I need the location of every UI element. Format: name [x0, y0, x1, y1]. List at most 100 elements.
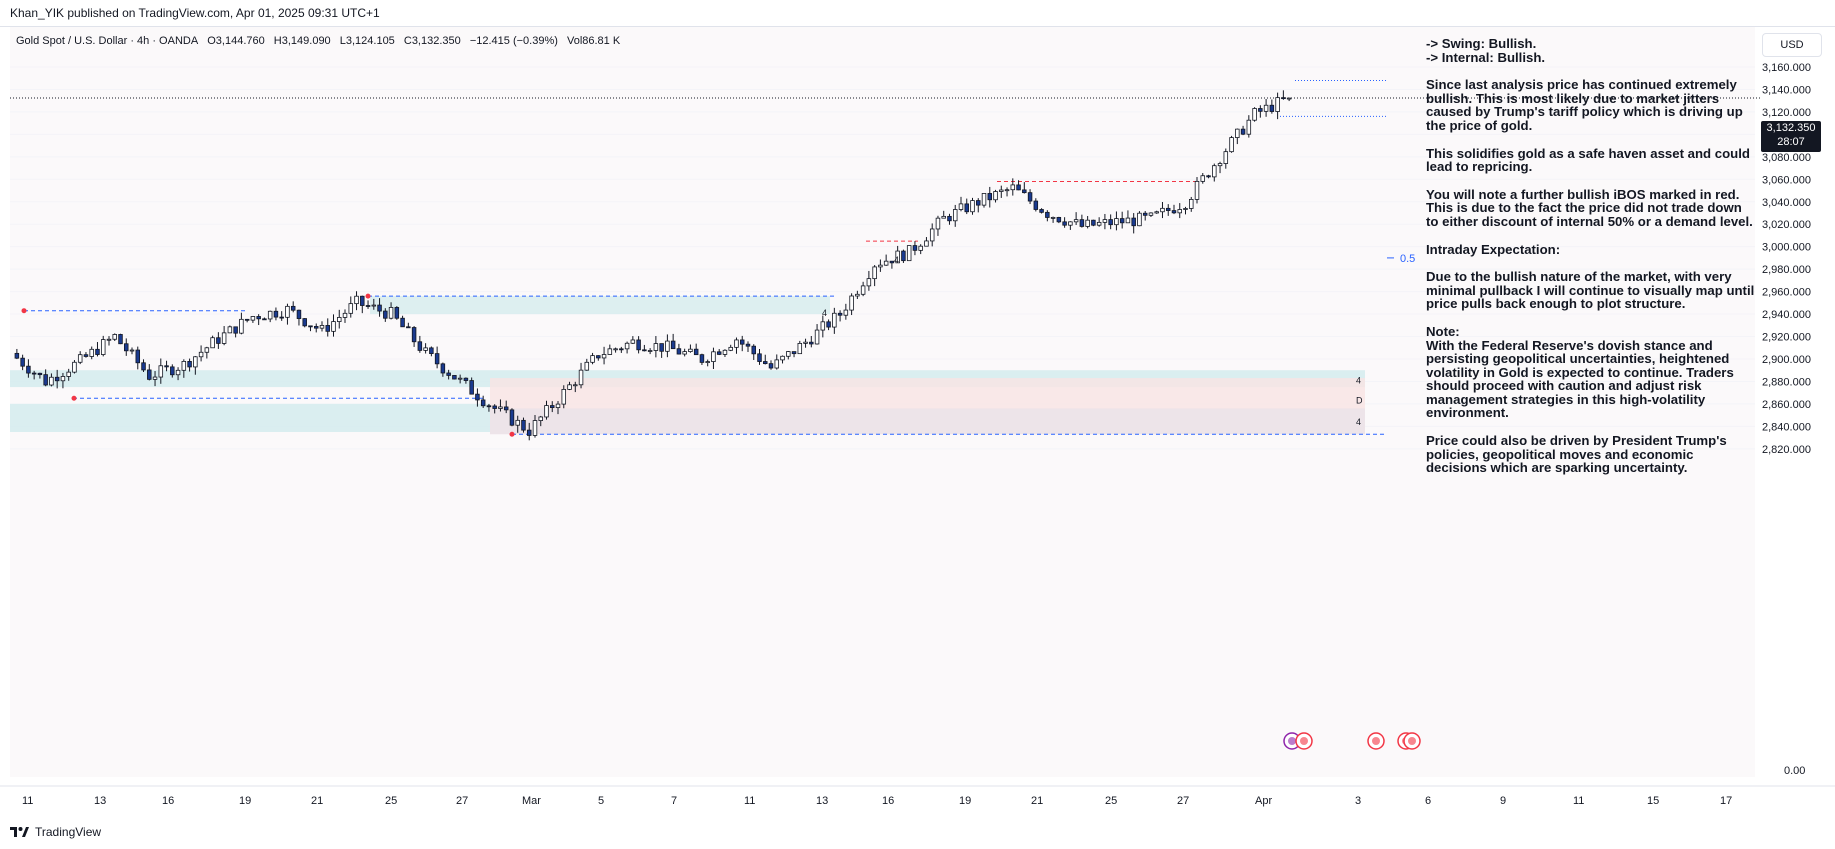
bull-candle	[1200, 175, 1206, 182]
bull-candle	[1154, 211, 1159, 214]
pivot-dot	[365, 293, 371, 299]
bull-candle	[227, 326, 233, 334]
bull-candle	[331, 321, 336, 332]
time-tick-label: 25	[1105, 795, 1117, 807]
price-axis[interactable]: 3,160.0003,140.0003,120.0003,100.0003,08…	[1762, 62, 1811, 777]
bull-candle	[918, 245, 923, 251]
bull-candle	[843, 309, 849, 316]
bear-candle	[452, 375, 457, 380]
bear-candle	[1258, 108, 1263, 112]
annotation-paragraph-6: With the Federal Reserve's dovish stance…	[1426, 337, 1734, 421]
bear-candle	[54, 376, 60, 382]
bear-candle	[486, 405, 492, 408]
bull-candle	[388, 307, 394, 319]
bull-candle	[221, 332, 227, 344]
time-axis[interactable]: 11 13 16 19 21 25 27 Mar 5 7 11 13 16 19 21 25 27 Apr 3 6 9 1…	[0, 785, 1835, 807]
symbol-name[interactable]: Gold Spot / U.S. Dollar · 4h · OANDA	[16, 35, 199, 47]
bull-candle	[158, 365, 164, 378]
bull-candle	[653, 343, 659, 351]
bull-candle	[544, 405, 549, 418]
pivot-dot	[71, 395, 77, 401]
bear-candle	[1240, 128, 1246, 135]
bear-candle	[383, 310, 388, 319]
bull-candle	[705, 361, 710, 363]
legend-close: C3,132.350	[403, 35, 461, 47]
bear-candle	[325, 325, 330, 332]
internal-bias: -> Internal: Bullish.	[1426, 49, 1546, 65]
bull-candle	[590, 355, 595, 363]
bull-candle	[1148, 212, 1154, 216]
bull-candle	[1217, 163, 1223, 167]
bull-candle	[175, 369, 181, 376]
bear-candle	[619, 348, 624, 351]
chart-canvas[interactable]: 3,160.0003,140.0003,120.0003,100.0003,08…	[0, 27, 1835, 849]
bear-candle	[262, 318, 267, 321]
zones	[10, 296, 1365, 435]
bull-candle	[106, 338, 112, 341]
bull-candle	[561, 388, 567, 405]
discount-zone-inner	[490, 408, 1365, 435]
bear-candle	[751, 345, 756, 355]
bear-candle	[659, 343, 664, 352]
structure-lines	[10, 79, 1760, 437]
pivot-dot	[509, 431, 515, 437]
bull-candle	[198, 351, 204, 358]
bull-candle	[1085, 219, 1090, 227]
price-tick-label: 3,000.000	[1762, 242, 1811, 254]
bull-candle	[688, 348, 693, 353]
bull-candle	[1183, 208, 1188, 210]
bull-candle	[860, 285, 866, 295]
bull-candle	[584, 361, 590, 371]
legend-volume: Vol86.81 K	[566, 35, 621, 47]
price-tick-label: 3,140.000	[1762, 84, 1811, 96]
bear-candle	[763, 361, 768, 365]
bear-candle	[1131, 217, 1136, 227]
bull-candle	[1004, 189, 1010, 192]
bear-candle	[550, 405, 555, 409]
bear-candle	[889, 260, 895, 264]
attribution-bar: Khan_YIK published on TradingView.com, A…	[0, 0, 1835, 27]
price-tick-label: 2,880.000	[1762, 376, 1811, 388]
price-tick-label: 3,080.000	[1762, 152, 1811, 164]
price-tick-label: 3,020.000	[1762, 219, 1811, 231]
pivot-dot	[21, 308, 27, 314]
bull-candle	[601, 354, 607, 359]
bear-candle	[1269, 104, 1275, 112]
price-tick-label: 2,960.000	[1762, 287, 1811, 299]
bear-candle	[187, 360, 192, 368]
bear-candle	[469, 380, 474, 395]
bull-candle	[337, 317, 342, 322]
bull-candle	[89, 348, 94, 357]
bear-candle	[164, 365, 169, 368]
bear-candle	[1016, 184, 1021, 191]
bull-candle	[630, 339, 636, 344]
economic-event-flag-icon	[1288, 737, 1296, 745]
currency-button[interactable]: USD	[1762, 33, 1822, 57]
bear-candle	[1027, 192, 1033, 202]
bear-candle	[118, 334, 123, 345]
time-tick-label: Mar	[522, 795, 541, 807]
economic-event-flag-icon	[1408, 737, 1416, 745]
bull-candle	[883, 260, 889, 266]
legend-change: −12.415 (−0.39%)	[469, 35, 558, 47]
bear-candle	[475, 393, 480, 401]
bull-candle	[941, 215, 946, 219]
time-tick-label: 27	[456, 795, 468, 807]
bear-candle	[670, 340, 676, 350]
bear-candle	[1045, 211, 1050, 218]
price-tick-label: 2,920.000	[1762, 332, 1811, 344]
bear-candle	[20, 357, 25, 367]
bear-candle	[526, 429, 532, 436]
swing-bias: -> Swing: Bullish.	[1426, 36, 1537, 51]
economic-event-flag-icon	[1300, 737, 1308, 745]
analysis-annotation[interactable]: -> Swing: Bullish. -> Internal: Bullish.…	[1426, 37, 1756, 489]
symbol-legend: Gold Spot / U.S. Dollar · 4h · OANDA O3,…	[16, 35, 626, 47]
bar-countdown: 28:07	[1777, 136, 1805, 148]
time-tick-label: Apr	[1255, 795, 1272, 807]
bear-candle	[1091, 219, 1096, 226]
bear-candle	[434, 353, 440, 365]
zone-label-upper: 4	[1356, 375, 1361, 385]
footer-brand[interactable]: TradingView	[10, 825, 101, 839]
price-tick-label: 2,840.000	[1762, 421, 1811, 433]
bull-candle	[457, 377, 463, 380]
